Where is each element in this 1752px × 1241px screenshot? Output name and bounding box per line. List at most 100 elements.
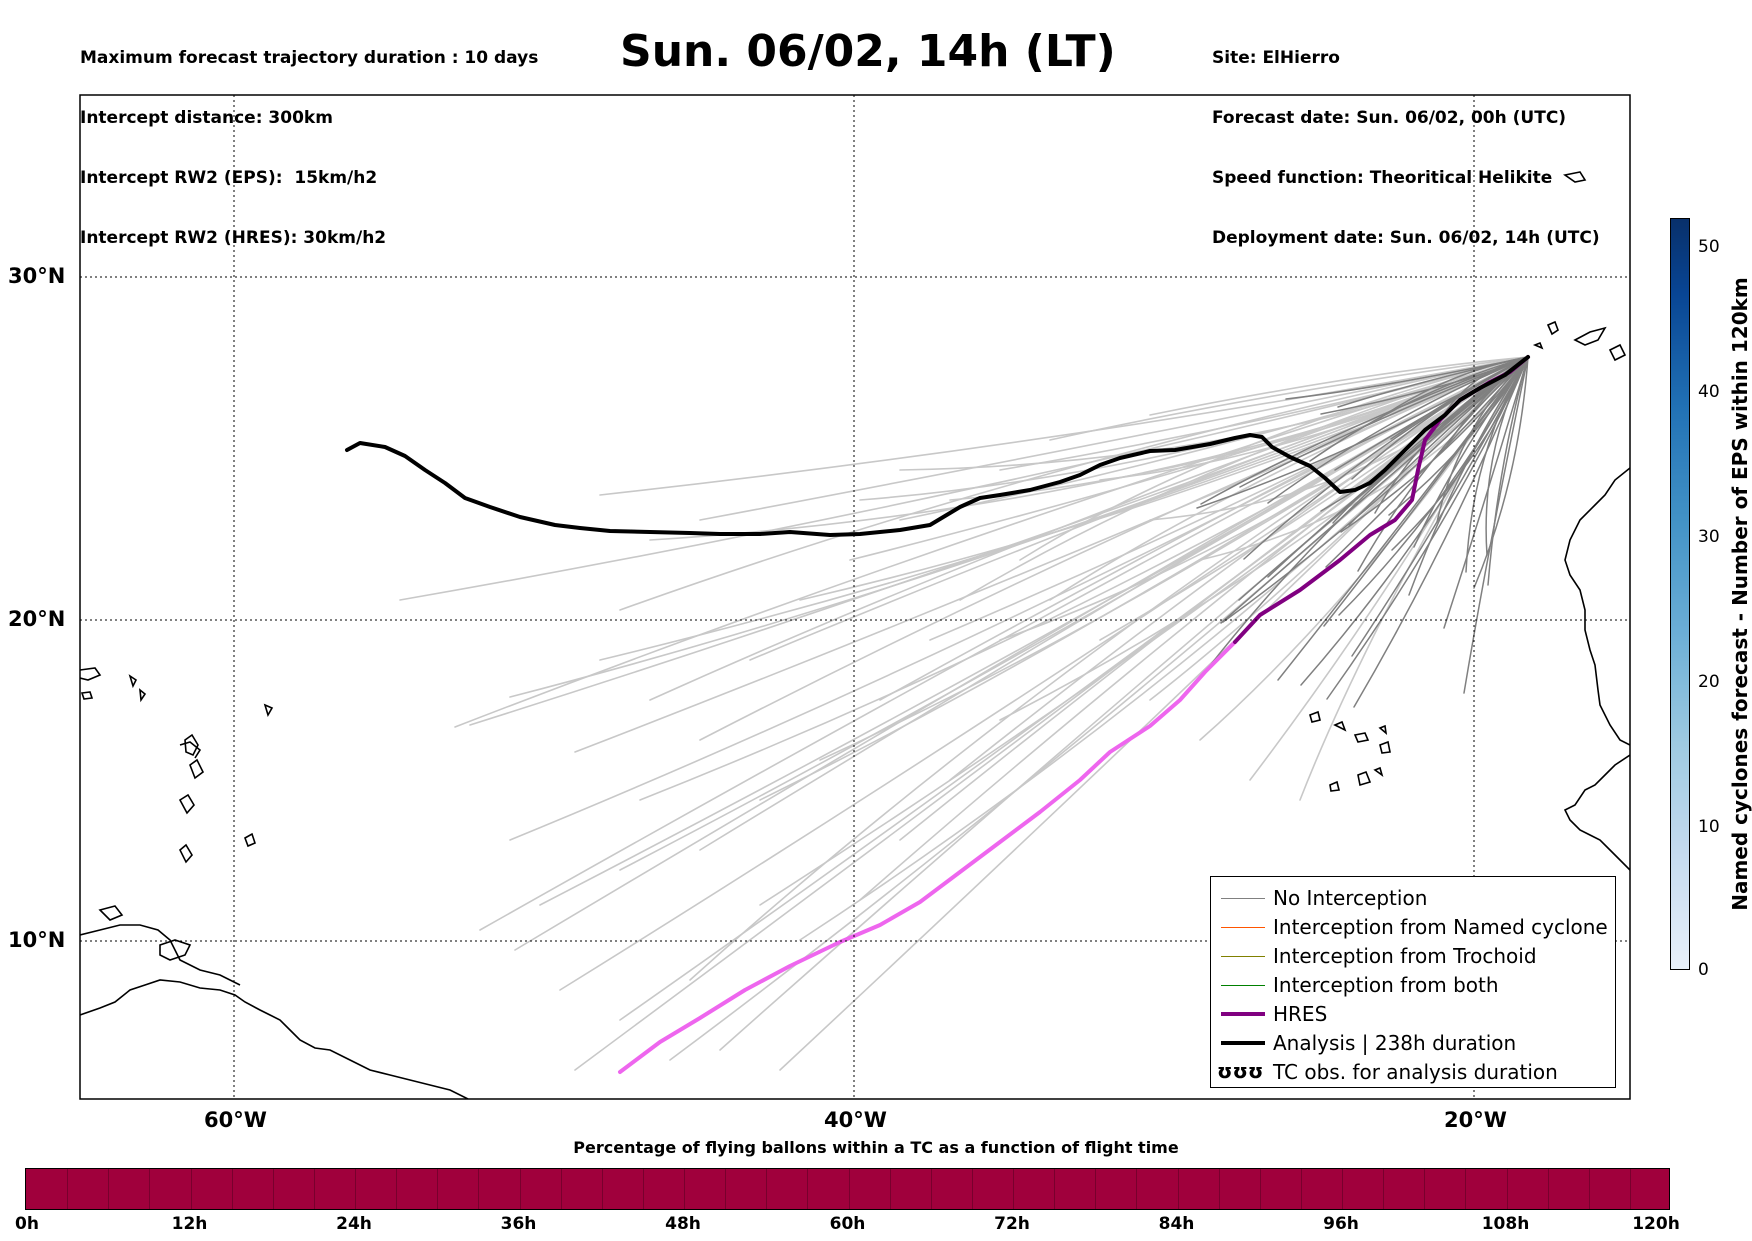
ensemble-track-far xyxy=(669,356,1529,1061)
time-colorbar-divider xyxy=(1465,1169,1467,1209)
ensemble-track-far xyxy=(859,356,1529,901)
coast-south-america xyxy=(80,979,469,1099)
time-colorbar-label: 96h xyxy=(1323,1214,1359,1234)
eps-colorbar-label: 20 xyxy=(1698,672,1720,692)
ensemble-track-no-interception xyxy=(1267,356,1529,578)
coast-capeverde-8 xyxy=(1373,766,1384,777)
ensemble-track-far xyxy=(509,356,1529,698)
legend-swatch xyxy=(1221,1041,1265,1045)
header-max-duration: Maximum forecast trajectory duration : 1… xyxy=(80,48,539,68)
map-border xyxy=(79,94,1631,1100)
ensemble-track-far xyxy=(699,356,1529,851)
legend-label: Interception from Trochoid xyxy=(1273,944,1537,968)
time-colorbar-divider xyxy=(642,1169,644,1209)
coast-capeverde-7 xyxy=(1357,770,1372,787)
coast-trinidad xyxy=(159,939,192,961)
time-colorbar-label: 24h xyxy=(336,1214,372,1234)
time-colorbar-divider xyxy=(1218,1169,1220,1209)
eps-colorbar-label: 40 xyxy=(1698,382,1720,402)
coast-island-6 xyxy=(98,905,124,921)
legend-swatch xyxy=(1221,1012,1265,1016)
ensemble-track-no-interception xyxy=(1473,356,1529,589)
time-colorbar-label: 60h xyxy=(829,1214,866,1234)
analysis-track xyxy=(345,355,1530,537)
coast-island-5 xyxy=(244,832,256,848)
legend-label: TC obs. for analysis duration xyxy=(1273,1060,1558,1084)
ensemble-track-no-interception xyxy=(1485,356,1529,556)
coast-canary-3 xyxy=(1608,343,1627,362)
legend-swatch xyxy=(1221,898,1265,899)
coast-canary-4 xyxy=(1532,341,1544,350)
time-colorbar-label: 48h xyxy=(665,1214,701,1234)
header-deployment-date: Deployment date: Sun. 06/02, 14h (UTC) xyxy=(1212,228,1600,248)
time-colorbar-divider xyxy=(1629,1169,1631,1209)
coastlines xyxy=(80,171,1630,1099)
trajectories xyxy=(345,355,1530,1074)
coast-africa-south xyxy=(1563,754,1630,871)
time-colorbar-divider xyxy=(1547,1169,1549,1209)
ensemble-track-far xyxy=(619,356,1529,611)
time-colorbar-divider xyxy=(1259,1169,1261,1209)
ensemble-track-no-interception xyxy=(1309,356,1529,462)
time-colorbar-divider xyxy=(1506,1169,1508,1209)
legend-item-analysis: Analysis | 238h duration xyxy=(1211,1030,1615,1058)
lat-label-10n: 10°N xyxy=(8,928,66,952)
time-colorbar-title: Percentage of flying ballons within a TC… xyxy=(573,1138,1179,1157)
time-colorbar-divider xyxy=(930,1169,932,1209)
time-colorbar xyxy=(25,1168,1670,1210)
coast-canary-1 xyxy=(1546,320,1559,336)
map-legend: No Interception Interception from Named … xyxy=(1210,876,1616,1088)
time-colorbar-divider xyxy=(601,1169,603,1209)
time-colorbar-divider xyxy=(519,1169,521,1209)
coast-capeverde-5 xyxy=(1379,740,1391,754)
time-colorbar-divider xyxy=(355,1169,356,1209)
coast-island-4 xyxy=(179,843,193,864)
time-colorbar-divider xyxy=(231,1169,233,1209)
legend-label: No Interception xyxy=(1273,886,1428,910)
eps-colorbar-title: Named cyclones forecast - Number of EPS … xyxy=(1728,277,1752,911)
header-site: Site: ElHierro xyxy=(1212,48,1340,68)
coast-venezuela-north xyxy=(80,924,241,986)
ensemble-track-no-interception xyxy=(1220,356,1529,624)
ensemble-track-no-interception xyxy=(1300,356,1529,686)
header-intercept-eps: Intercept RW2 (EPS): 15km/h2 xyxy=(80,168,378,188)
time-colorbar-label: 0h xyxy=(15,1214,39,1234)
time-colorbar-label: 72h xyxy=(994,1214,1030,1234)
tc-symbol-icon: ʊʊʊ xyxy=(1217,1059,1264,1083)
time-colorbar-divider xyxy=(725,1169,727,1209)
lon-label-40w: 40°W xyxy=(824,1108,887,1132)
coast-capeverde-3 xyxy=(1353,732,1370,743)
ensemble-track-far xyxy=(599,356,1529,496)
legend-item-named-cyclone: Interception from Named cyclone xyxy=(1211,914,1615,942)
ensemble-track-no-interception xyxy=(1351,356,1529,480)
time-colorbar-divider xyxy=(1136,1169,1138,1209)
time-colorbar-divider xyxy=(313,1169,315,1209)
time-colorbar-divider xyxy=(1342,1169,1343,1209)
time-colorbar-divider xyxy=(684,1169,685,1209)
ensemble-track-far xyxy=(699,356,1529,521)
lat-label-20n: 20°N xyxy=(8,607,66,631)
ensemble-track-no-interception xyxy=(1357,356,1529,572)
coast-island-10 xyxy=(139,688,147,703)
ensemble-track-far xyxy=(999,356,1529,471)
time-colorbar-divider xyxy=(1095,1169,1097,1209)
time-colorbar-label: 84h xyxy=(1158,1214,1195,1234)
time-colorbar-divider xyxy=(437,1169,439,1209)
ensemble-track-far xyxy=(1149,356,1529,416)
coast-capeverde-6 xyxy=(1329,780,1340,792)
eps-colorbar xyxy=(1670,218,1690,970)
time-colorbar-divider xyxy=(1054,1169,1056,1209)
time-colorbar-label: 12h xyxy=(171,1214,208,1234)
ensemble-track-no-interception xyxy=(1267,356,1529,504)
header-left-info: Maximum forecast trajectory duration : 1… xyxy=(80,8,538,268)
time-colorbar-label: 108h xyxy=(1481,1214,1530,1234)
ensemble-track-no-interception xyxy=(1277,356,1529,681)
header-right-info: Site: ElHierro Forecast date: Sun. 06/02… xyxy=(1212,8,1600,268)
eps-colorbar-label: 0 xyxy=(1698,960,1709,980)
time-colorbar-divider xyxy=(766,1169,768,1209)
eps-colorbar-label: 10 xyxy=(1698,817,1720,837)
time-colorbar-divider xyxy=(478,1169,480,1209)
coast-island-1 xyxy=(184,733,199,757)
coast-africa xyxy=(1564,467,1630,746)
